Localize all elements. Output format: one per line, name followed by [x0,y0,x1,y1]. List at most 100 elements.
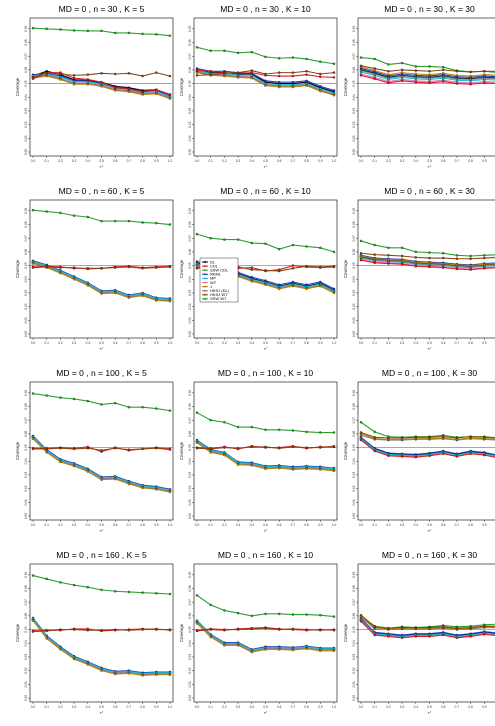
data-point [127,405,131,409]
data-point [305,70,308,73]
y-tick-label: 0.98 [188,39,192,45]
x-tick-label: 0.7 [127,523,132,527]
data-point [291,243,295,247]
data-point [127,265,131,269]
y-tick-label: 0.96 [188,249,192,255]
data-point [141,74,144,78]
data-point [168,673,172,676]
data-point [469,257,472,260]
data-point [319,280,322,284]
data-point [373,261,376,265]
series-line [32,619,170,676]
data-point [155,673,158,676]
x-tick-label: 0.5 [99,705,104,709]
data-point [414,250,418,254]
series-line [32,436,171,491]
data-point [359,258,363,262]
data-point [100,403,103,406]
y-tick-label: 0.96 [24,67,28,73]
data-point [400,262,404,266]
x-tick-label: 0.0 [195,341,200,345]
chart-panel: MD = 0 , n = 30 , K = 30 0.90 0.91 0.92 0.93… [343,4,495,169]
series-line [32,437,171,492]
y-tick-label: 0.95 [352,444,356,450]
data-point [168,592,172,596]
legend-marker [204,261,206,263]
data-point [264,626,267,630]
chart-title: MD = 0 , n = 30 , K = 5 [59,4,145,14]
data-point [483,73,486,76]
y-tick-label: 0.97 [188,53,192,59]
data-point [373,243,376,247]
data-point [400,626,404,629]
data-point [455,263,459,267]
data-point [291,468,295,471]
x-tick-label: 0.2 [58,159,63,163]
series-line [360,615,495,629]
data-point [277,648,281,651]
data-point [469,78,472,81]
data-point [86,215,90,219]
data-point [414,72,418,76]
y-tick-label: 0.90 [352,149,356,155]
x-axis-label: τ² [428,710,432,715]
data-point [441,452,445,455]
data-point [319,89,322,93]
data-point [373,69,376,72]
data-point [277,466,281,470]
y-axis-label: Coverage [343,77,348,96]
x-tick-label: 0.6 [113,523,118,527]
data-point [141,405,144,409]
data-point [59,460,62,464]
y-tick-label: 0.92 [352,121,356,127]
x-tick-label: 0.2 [222,523,227,527]
data-point [483,70,486,73]
data-point [168,97,172,100]
data-point [441,68,445,72]
data-point [291,56,295,59]
y-tick-label: 0.95 [188,626,192,632]
x-tick-label: 0.9 [154,705,159,709]
x-tick-label: 0.5 [263,341,268,345]
data-point [59,78,62,81]
y-tick-label: 0.92 [352,303,356,309]
data-point [441,256,445,260]
x-tick-label: 1.0 [332,705,337,709]
x-tick-label: 0.8 [468,523,473,527]
x-tick-label: 0.4 [250,159,255,163]
legend-marker [204,277,206,280]
data-point [141,32,144,36]
chart-title: MD = 0 , n = 160 , K = 30 [382,550,477,560]
data-point [113,477,117,481]
y-axis-label: Coverage [343,259,348,278]
y-tick-label: 0.99 [188,26,192,32]
x-tick-label: 0.8 [140,159,145,163]
y-tick-label: 0.93 [188,472,192,478]
data-point [305,467,308,471]
data-point [45,265,48,269]
data-point [250,266,254,269]
y-tick-label: 0.97 [24,599,28,605]
y-tick-label: 0.92 [188,485,192,491]
data-point [277,74,281,78]
x-tick-label: 0.0 [359,705,364,709]
data-point [100,449,103,452]
y-tick-label: 0.90 [352,513,356,519]
data-point [250,280,254,283]
x-tick-label: 0.9 [482,159,487,163]
series-line [32,436,171,491]
data-point [359,438,363,442]
chart-panel: MD = 0 , n = 60 , K = 30 0.90 0.91 0.92 0.93… [343,186,495,351]
x-tick-label: 0.3 [400,523,405,527]
x-tick-label: 0.9 [154,159,159,163]
x-tick-label: 0.5 [263,705,268,709]
y-tick-label: 0.99 [24,26,28,32]
y-tick-label: 0.91 [352,681,356,687]
y-tick-label: 0.98 [24,403,28,409]
y-tick-label: 0.94 [24,94,28,100]
x-tick-label: 0.2 [222,341,227,345]
legend-label: HKSJ (DL) [210,288,230,293]
y-tick-label: 0.95 [188,80,192,86]
data-point [223,644,226,647]
